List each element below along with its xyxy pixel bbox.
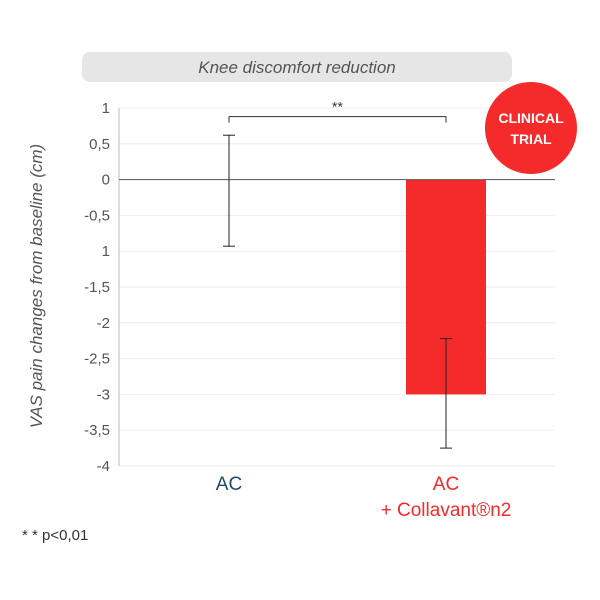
gridlines bbox=[119, 107, 555, 467]
y-axis-label: VAS pain changes from baseline (cm) bbox=[27, 144, 46, 428]
error-bars bbox=[223, 134, 452, 449]
y-ticks: 1 0,5 0 -0,5 1 -1,5 -2 -2,5 -3 -3,5 -4 bbox=[84, 100, 110, 475]
category-label: AC bbox=[216, 474, 242, 495]
chart-title: Knee discomfort reduction bbox=[198, 58, 396, 77]
y-tick-label: 1 bbox=[102, 100, 110, 117]
badge-line2: TRIAL bbox=[510, 131, 552, 147]
category-labels: AC AC + Collavant®n2 bbox=[216, 474, 512, 521]
y-tick-label: -3 bbox=[97, 386, 110, 403]
category-label: AC bbox=[433, 474, 459, 495]
clinical-trial-badge: CLINICAL TRIAL bbox=[485, 82, 577, 174]
y-tick-label: 0 bbox=[102, 172, 110, 189]
category-label-line2: + Collavant®n2 bbox=[381, 500, 512, 521]
y-tick-label: -2,5 bbox=[84, 351, 110, 368]
y-tick-label: -3,5 bbox=[84, 422, 110, 439]
badge-line1: CLINICAL bbox=[498, 110, 564, 126]
y-tick-label: -4 bbox=[97, 458, 110, 475]
y-tick-label: -2 bbox=[97, 315, 110, 332]
title-pill bbox=[82, 52, 512, 82]
y-tick-label: 1 bbox=[102, 243, 110, 260]
significance-line bbox=[228, 116, 447, 123]
significance-label: ** bbox=[332, 99, 343, 115]
significance-bracket: ** bbox=[228, 99, 447, 123]
y-tick-label: -0,5 bbox=[84, 207, 110, 224]
badge-circle bbox=[485, 82, 577, 174]
y-tick-label: -1,5 bbox=[84, 279, 110, 296]
footnote: * * p<0,01 bbox=[22, 527, 88, 544]
y-tick-label: 0,5 bbox=[89, 136, 110, 153]
